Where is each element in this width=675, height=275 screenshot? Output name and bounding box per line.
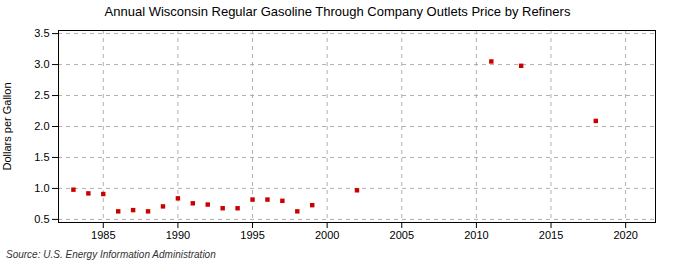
html-text:Annual Wisconsin Regular Gasol: Annual Wisconsin Regular Gasoline Throug… [104, 4, 571, 19]
svg-text:1985: 1985 [91, 229, 115, 241]
svg-text:2.5: 2.5 [34, 89, 49, 101]
svg-text:1.5: 1.5 [34, 151, 49, 163]
svg-text:2010: 2010 [464, 229, 488, 241]
svg-text:3.5: 3.5 [34, 27, 49, 39]
svg-text:1990: 1990 [166, 229, 190, 241]
svg-text:2005: 2005 [390, 229, 414, 241]
svg-text:Dollars per Gallon: Dollars per Gallon [1, 82, 13, 170]
svg-text:2.0: 2.0 [34, 120, 49, 132]
html-text:Source: U.S. Energy Informatio: Source: U.S. Energy Information Administ… [6, 249, 216, 260]
svg-text:2015: 2015 [539, 229, 563, 241]
svg-text:2000: 2000 [315, 229, 339, 241]
svg-text:1995: 1995 [240, 229, 264, 241]
svg-text:2020: 2020 [613, 229, 637, 241]
svg-text:1.0: 1.0 [34, 182, 49, 194]
svg-text:3.0: 3.0 [34, 58, 49, 70]
svg-text:0.5: 0.5 [34, 213, 49, 225]
